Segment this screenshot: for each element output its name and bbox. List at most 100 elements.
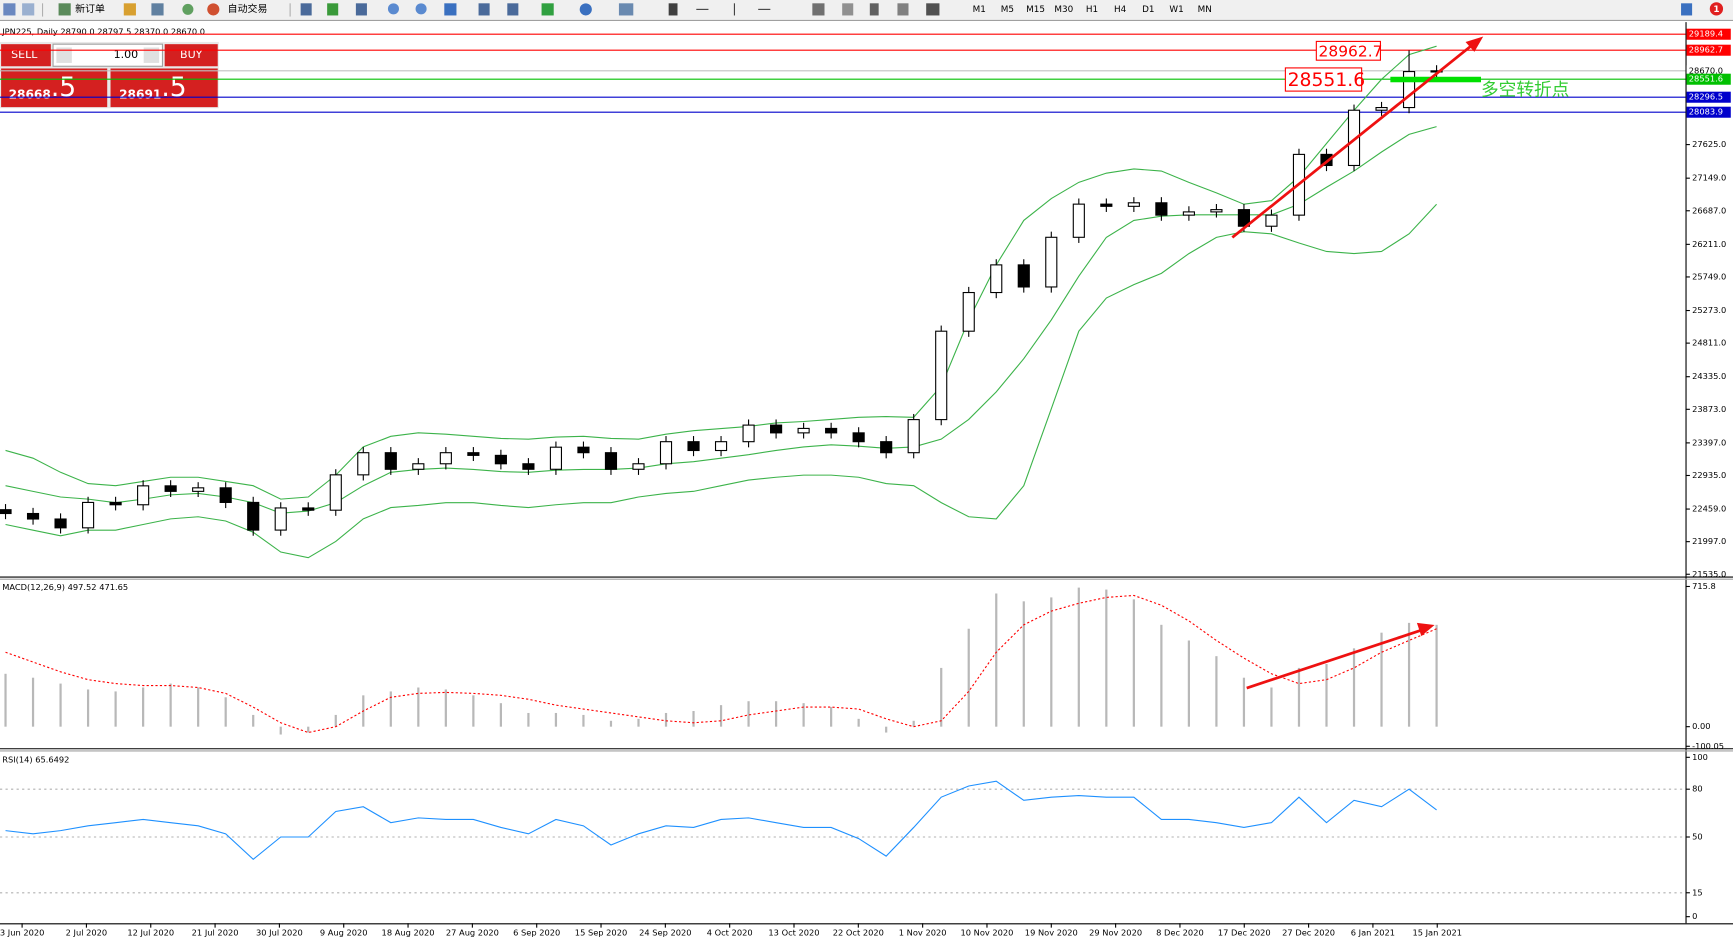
- macd-bar: [389, 691, 392, 727]
- macd-bar: [664, 712, 668, 727]
- icon[interactable]: [182, 3, 194, 15]
- candle-body: [577, 446, 590, 454]
- timeframe-button[interactable]: M1: [973, 5, 986, 15]
- timeframe-button[interactable]: W1: [1169, 5, 1183, 15]
- icon[interactable]: [579, 3, 592, 16]
- timeframe-button[interactable]: H4: [1114, 5, 1127, 15]
- rsi-label: RSI(14) 65.6492: [2, 754, 69, 764]
- auto-trading-button[interactable]: 自动交易: [228, 2, 268, 15]
- candle-body: [1182, 211, 1195, 216]
- arrow-head: [1416, 622, 1435, 637]
- candle-body: [219, 487, 232, 503]
- volume-up[interactable]: [143, 47, 160, 63]
- x-tick-label: 3 Jun 2020: [0, 928, 44, 938]
- icon[interactable]: [842, 3, 854, 16]
- icon[interactable]: [355, 3, 367, 16]
- price-label-bg: [1686, 106, 1731, 118]
- price-label: 28962.7: [1689, 45, 1723, 55]
- new-order-button[interactable]: 新订单: [75, 2, 105, 15]
- price-label: 28083.9: [1689, 107, 1723, 117]
- icon[interactable]: [387, 3, 399, 15]
- icon[interactable]: [3, 3, 16, 16]
- volume-value[interactable]: 1.00: [114, 48, 139, 61]
- icon[interactable]: [58, 3, 71, 16]
- icon[interactable]: [478, 3, 490, 16]
- notification-count: 1: [1713, 5, 1719, 15]
- ask-price[interactable]: 28691: [119, 87, 161, 101]
- annotation-box: [1284, 67, 1363, 92]
- icon[interactable]: [327, 3, 339, 16]
- price-label-bg: [1686, 65, 1731, 77]
- macd-bar: [1435, 624, 1438, 727]
- bid-price[interactable]: 28668: [9, 87, 51, 101]
- timeframe-button[interactable]: M15: [1026, 5, 1045, 15]
- y-tick-label: 24335.0: [1692, 371, 1726, 381]
- sell-price-box[interactable]: [1, 68, 108, 108]
- timeframe-button[interactable]: H1: [1086, 5, 1098, 15]
- icon[interactable]: [207, 3, 220, 16]
- annotation: 28962.7: [1319, 42, 1383, 60]
- drawing-overlay: [1231, 36, 1484, 690]
- timeframe-button[interactable]: D1: [1142, 5, 1154, 15]
- icon[interactable]: [618, 3, 634, 16]
- buy-price-box[interactable]: [110, 68, 218, 108]
- candle-body: [880, 441, 893, 454]
- candle-body: [494, 454, 507, 465]
- timeframe-button[interactable]: M30: [1054, 5, 1073, 15]
- icon[interactable]: [668, 3, 678, 16]
- macd-bar: [1160, 624, 1163, 727]
- price-label-bg: [1686, 28, 1731, 40]
- volume-down[interactable]: [56, 47, 72, 63]
- icon[interactable]: [758, 8, 771, 10]
- macd-bar: [114, 691, 117, 727]
- sell-label[interactable]: SELL: [11, 48, 38, 61]
- icon[interactable]: [733, 3, 735, 16]
- macd-bar: [1077, 587, 1080, 727]
- y-tick-label: -100.05: [1692, 741, 1724, 751]
- buy-label[interactable]: BUY: [180, 48, 203, 61]
- icon[interactable]: [300, 3, 312, 16]
- notification-badge[interactable]: [1709, 2, 1724, 16]
- bid-fraction[interactable]: .5: [51, 72, 76, 103]
- bollinger-upper: [5, 45, 1437, 500]
- candle-body: [357, 452, 370, 476]
- icon[interactable]: [123, 3, 136, 16]
- macd-bar: [224, 697, 227, 727]
- icon[interactable]: [696, 8, 709, 10]
- ask-fraction[interactable]: .5: [161, 72, 186, 103]
- candle-body: [439, 452, 452, 465]
- price-label: 29189.4: [1689, 29, 1723, 39]
- icon[interactable]: [869, 3, 879, 16]
- price-label: 28670.0: [1689, 65, 1723, 75]
- timeframe-button[interactable]: M5: [1001, 5, 1014, 15]
- macd-bar: [527, 712, 530, 727]
- icon[interactable]: [22, 3, 35, 16]
- y-tick-label: 0: [1692, 911, 1697, 921]
- macd-bar: [1352, 648, 1356, 727]
- macd-bar: [86, 689, 90, 727]
- annotation: 多空转折点: [1481, 80, 1569, 101]
- candle-body: [907, 419, 920, 454]
- icon[interactable]: [812, 3, 825, 16]
- macd-bar: [1132, 599, 1135, 727]
- macd-bar: [582, 714, 585, 727]
- icon[interactable]: [415, 3, 427, 15]
- icon[interactable]: [444, 3, 457, 16]
- candle-body: [1237, 209, 1251, 227]
- y-tick-label: 22935.0: [1692, 470, 1726, 480]
- candle-body: [1127, 202, 1140, 207]
- icon[interactable]: [507, 3, 519, 16]
- icon[interactable]: [897, 3, 909, 16]
- icon[interactable]: [151, 3, 164, 16]
- candle-body: [1375, 106, 1388, 111]
- icon[interactable]: [1681, 3, 1693, 16]
- icon[interactable]: [541, 3, 554, 16]
- macd-bar: [4, 673, 7, 727]
- candle-body: [467, 452, 480, 456]
- candle-body: [1072, 203, 1085, 238]
- candle-body: [164, 485, 177, 492]
- price-label-bg: [1686, 44, 1731, 56]
- timeframe-button[interactable]: MN: [1198, 5, 1212, 15]
- icon[interactable]: [926, 3, 940, 16]
- x-tick-label: 17 Dec 2020: [1218, 928, 1271, 938]
